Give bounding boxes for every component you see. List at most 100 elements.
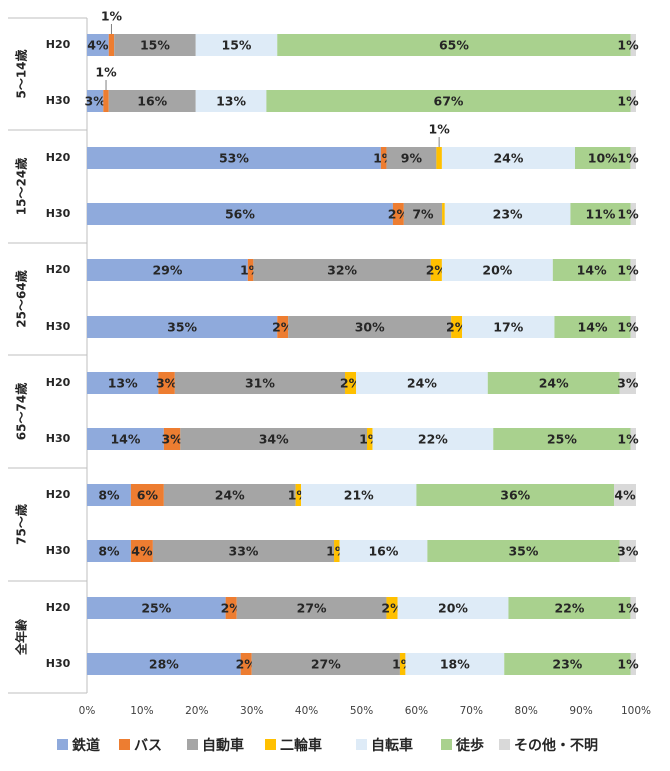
bar-segment — [392, 203, 404, 225]
bar-segment — [288, 316, 452, 338]
group-label: 15～24歳 — [14, 158, 29, 215]
bar-segment — [277, 34, 631, 56]
row-year-label: H30 — [46, 544, 71, 557]
group-label: 75～歳 — [14, 504, 29, 545]
bar-segment — [87, 597, 226, 619]
bar-segment — [87, 653, 241, 675]
x-tick-label: 80% — [515, 705, 538, 717]
bar-segment — [334, 540, 340, 562]
data-label: 67% — [434, 94, 464, 109]
bar-segment — [630, 259, 636, 281]
bar-segment — [87, 540, 131, 562]
data-label: 11% — [586, 207, 616, 222]
data-label: 4% — [131, 544, 153, 559]
data-label: 3% — [617, 376, 639, 391]
bar-segment — [630, 428, 636, 450]
bar-segment — [380, 147, 387, 169]
bar-segment — [366, 428, 373, 450]
data-label: 27% — [297, 601, 327, 616]
data-label: 34% — [259, 432, 289, 447]
bar-segment — [103, 90, 109, 112]
bar-segment — [295, 484, 302, 506]
bar-segment — [508, 597, 631, 619]
data-label: 27% — [311, 657, 341, 672]
data-label: 15% — [140, 38, 170, 53]
row-year-label: H20 — [46, 38, 71, 51]
bar-segment — [630, 147, 636, 169]
legend-swatch — [265, 739, 276, 750]
bar-segment — [397, 597, 509, 619]
x-tick-label: 100% — [621, 705, 651, 717]
legend-swatch — [119, 739, 130, 750]
group-label: 全年齢 — [14, 618, 29, 656]
bar-segment — [575, 147, 631, 169]
data-label: 20% — [438, 601, 468, 616]
data-label: 1% — [617, 38, 639, 53]
bar-segment — [87, 90, 104, 112]
legend-label: 自動車 — [202, 737, 244, 754]
row-year-label: H30 — [46, 320, 71, 333]
row-year-label: H20 — [46, 263, 71, 276]
bar-segment — [356, 372, 488, 394]
data-label: 24% — [493, 151, 523, 166]
bar-segment — [403, 203, 443, 225]
data-label: 28% — [149, 657, 179, 672]
data-label: 16% — [368, 544, 398, 559]
data-label: 14% — [577, 263, 607, 278]
bar-segment — [619, 372, 636, 394]
bar-segment — [444, 203, 571, 225]
x-tick-label: 30% — [240, 705, 263, 717]
data-label: 23% — [552, 657, 582, 672]
row-year-label: H20 — [46, 376, 71, 389]
bar-segment — [630, 316, 636, 338]
bar-segment — [441, 259, 553, 281]
bar-segment — [487, 372, 620, 394]
bar-segment — [87, 316, 278, 338]
bar-segment — [372, 428, 494, 450]
data-label: 15% — [222, 38, 252, 53]
data-label: 1% — [617, 320, 639, 335]
data-label: 24% — [215, 488, 245, 503]
bar-segment — [436, 147, 442, 169]
row-year-label: H20 — [46, 601, 71, 614]
data-label: 8% — [98, 488, 120, 503]
x-tick-label: 0% — [79, 705, 96, 717]
data-label: 3% — [161, 432, 183, 447]
row-year-label: H30 — [46, 432, 71, 445]
bar-segment — [225, 597, 237, 619]
data-label: 24% — [539, 376, 569, 391]
data-label: 3% — [617, 544, 639, 559]
data-label: 36% — [500, 488, 530, 503]
legend-swatch — [187, 739, 198, 750]
bar-segment — [158, 372, 175, 394]
data-label: 8% — [98, 544, 120, 559]
data-label: 1% — [617, 207, 639, 222]
data-label: 65% — [439, 38, 469, 53]
bar-segment — [240, 653, 252, 675]
bar-segment — [554, 316, 631, 338]
legend-label: 鉄道 — [72, 737, 100, 754]
group-label: 25～64歳 — [14, 270, 29, 327]
x-tick-label: 60% — [405, 705, 428, 717]
x-tick-label: 20% — [185, 705, 208, 717]
data-label: 33% — [229, 544, 259, 559]
legend-label: 二輪車 — [280, 737, 322, 754]
bar-segment — [247, 259, 254, 281]
bar-segment — [266, 90, 631, 112]
bar-segment — [386, 597, 398, 619]
data-label: 53% — [219, 151, 249, 166]
callout-label: 1% — [101, 9, 123, 24]
data-label: 18% — [440, 657, 470, 672]
legend-label: バス — [134, 738, 162, 754]
x-tick-label: 40% — [295, 705, 318, 717]
row-year-label: H20 — [46, 151, 71, 164]
legend-swatch — [356, 739, 367, 750]
bar-segment — [430, 259, 442, 281]
bar-segment — [87, 484, 131, 506]
data-label: 10% — [588, 151, 618, 166]
data-label: 35% — [167, 320, 197, 335]
bar-segment — [630, 34, 636, 56]
data-label: 17% — [493, 320, 523, 335]
